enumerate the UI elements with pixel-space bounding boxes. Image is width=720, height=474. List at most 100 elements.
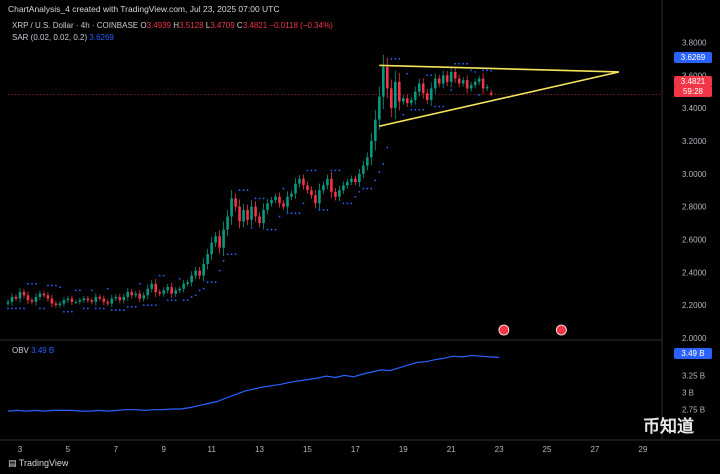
time-tick-label: 17	[351, 445, 360, 454]
time-tick-label: 9	[161, 445, 166, 454]
sar-dot	[306, 169, 309, 172]
time-tick-label: 5	[66, 445, 71, 454]
low-value: 3.4709	[210, 21, 235, 30]
candle-body	[78, 300, 82, 302]
sar-dot	[318, 209, 321, 211]
candle-body	[202, 264, 205, 276]
sar-dot	[434, 105, 437, 108]
candle-body	[58, 303, 62, 306]
candle-body	[14, 296, 18, 299]
candle-body	[22, 292, 26, 296]
candle-body	[270, 200, 273, 204]
candle-body	[218, 236, 221, 248]
sar-dot	[154, 304, 157, 307]
obv-tick-label: 3.25 B	[682, 371, 705, 380]
candle-body	[234, 198, 237, 207]
candle-body	[142, 295, 146, 299]
candle-body	[266, 203, 269, 210]
sar-dot	[158, 274, 161, 277]
sar-dot	[262, 197, 265, 200]
candle-body	[421, 83, 425, 94]
candle-body	[130, 292, 134, 296]
sar-dot	[174, 299, 177, 302]
time-tick-label: 19	[399, 445, 408, 454]
candle-body	[34, 296, 38, 302]
sar-dot	[134, 305, 137, 308]
sar-dot	[118, 309, 121, 311]
sar-dot	[366, 187, 369, 190]
time-tick-label: 27	[590, 445, 599, 454]
sar-dot	[290, 212, 293, 215]
sar-dot	[450, 89, 453, 91]
sar-dot	[31, 282, 33, 285]
price-tick-label: 3.6000	[682, 71, 707, 80]
sar-dot	[462, 62, 465, 65]
candle-body	[441, 75, 445, 84]
sar-dot	[7, 307, 9, 310]
sar-dot	[126, 305, 129, 308]
candle-body	[54, 303, 58, 306]
sar-dot	[166, 299, 169, 302]
sar-price-tag: 3.6269	[674, 52, 712, 63]
sar-dot	[466, 62, 469, 65]
event-icon	[555, 324, 567, 336]
tradingview-logo[interactable]: ▤ TradingView	[8, 458, 68, 469]
candle-body	[182, 283, 185, 289]
sar-dot	[422, 108, 425, 111]
candle-body	[318, 190, 321, 204]
time-tick-label: 15	[303, 445, 312, 454]
sar-dot	[43, 307, 45, 310]
price-tick-label: 2.0000	[682, 334, 707, 343]
candle-body	[310, 190, 313, 196]
sar-dot	[334, 169, 337, 172]
last-price-tag: 3.4821	[674, 76, 712, 87]
sar-dot	[218, 269, 221, 272]
sar-dot	[370, 187, 373, 190]
close-value: 3.4821	[242, 21, 268, 30]
high-label: H	[173, 21, 180, 30]
obv-label: OBV	[12, 346, 29, 355]
candle-body	[457, 78, 461, 84]
sar-dot	[362, 187, 365, 190]
sar-dot	[55, 284, 57, 287]
sar-dot	[198, 289, 201, 292]
candle-body	[206, 254, 209, 265]
candle-body	[350, 178, 353, 182]
sar-dot	[19, 307, 21, 310]
candle-body	[449, 71, 453, 82]
sar-dot	[358, 190, 361, 193]
time-tick-label: 11	[207, 445, 216, 454]
chart-header: ChartAnalysis_4 created with TradingView…	[8, 4, 280, 14]
sar-dot	[110, 309, 113, 311]
obv-tick-label: 2.75 B	[682, 406, 705, 415]
candle-body	[126, 292, 130, 297]
candle-body	[62, 300, 66, 304]
candle-body	[262, 209, 265, 224]
sar-dot	[382, 163, 385, 165]
candle-body	[302, 178, 305, 186]
change-value: −0.0118 (−0.34%)	[269, 21, 333, 30]
candle-body	[326, 178, 329, 186]
sar-dot	[406, 72, 409, 75]
sar-dot	[182, 299, 185, 302]
candle-body	[162, 290, 166, 294]
candle-body	[46, 295, 50, 299]
close-label: C	[236, 21, 243, 30]
candle-body	[433, 78, 437, 89]
sar-dot	[310, 169, 313, 172]
high-value: 3.5128	[179, 21, 204, 30]
sar-dot	[146, 304, 149, 307]
obv-value-tag: 3.49 B	[674, 348, 712, 359]
price-tick-label: 3.2000	[682, 137, 707, 146]
candle-body	[405, 98, 409, 104]
candle-body	[102, 298, 106, 302]
sar-dot	[15, 307, 17, 310]
sar-dot	[47, 284, 49, 287]
price-tick-label: 2.4000	[682, 268, 707, 277]
sar-dot	[102, 307, 105, 310]
candle-body	[186, 282, 189, 284]
candle-body	[397, 81, 401, 102]
sar-dot	[74, 289, 77, 292]
sar-dot	[242, 189, 245, 192]
